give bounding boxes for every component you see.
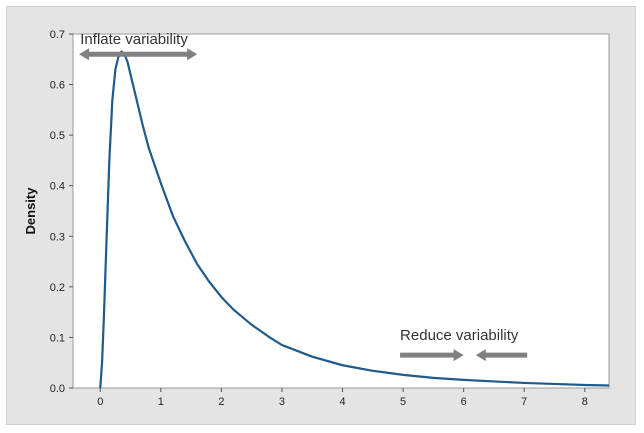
- inflate-variability-label: Inflate variability: [80, 31, 188, 48]
- inflate-arrow-right-head: [187, 48, 198, 61]
- reduce-arrow-head-1: [453, 349, 464, 362]
- y-tick-label: 0.6: [50, 80, 65, 92]
- x-tick-label: 1: [158, 396, 164, 408]
- y-tick-label: 0.2: [50, 282, 65, 294]
- x-tick-label: 0: [97, 396, 103, 408]
- annotations: Inflate variability Reduce variability: [79, 31, 528, 362]
- chart-frame: 0.0 0.1 0.2 0.3 0.4 0.5 0.6 0.7 0 1 2 3 4 5 6 7 8 Densi…: [6, 6, 636, 425]
- y-tick-label: 0.0: [50, 383, 65, 395]
- y-axis-title: Density: [23, 187, 38, 235]
- y-tick-label: 0.5: [50, 130, 65, 142]
- x-tick-label: 2: [218, 396, 224, 408]
- inflate-arrow-left-head: [79, 48, 90, 61]
- y-tick-label: 0.1: [50, 332, 65, 344]
- reduce-arrow-head-2: [475, 349, 486, 362]
- plot-area: [72, 33, 610, 389]
- annotation-arrows: [79, 48, 528, 362]
- y-axis: 0.0 0.1 0.2 0.3 0.4 0.5 0.6 0.7: [50, 29, 73, 395]
- reduce-variability-label: Reduce variability: [400, 327, 519, 344]
- y-tick-label: 0.3: [50, 231, 65, 243]
- x-tick-label: 8: [582, 396, 588, 408]
- x-tick-label: 3: [279, 396, 285, 408]
- density-curve: [99, 50, 610, 389]
- density-chart: 0.0 0.1 0.2 0.3 0.4 0.5 0.6 0.7 0 1 2 3 4 5 6 7 8 Densi…: [23, 29, 610, 408]
- x-axis: 0 1 2 3 4 5 6 7 8: [97, 388, 588, 408]
- x-tick-label: 5: [400, 396, 406, 408]
- y-tick-label: 0.4: [50, 181, 65, 193]
- x-tick-label: 7: [521, 396, 527, 408]
- x-tick-label: 4: [339, 396, 345, 408]
- x-tick-label: 6: [461, 396, 467, 408]
- y-tick-label: 0.7: [50, 29, 65, 41]
